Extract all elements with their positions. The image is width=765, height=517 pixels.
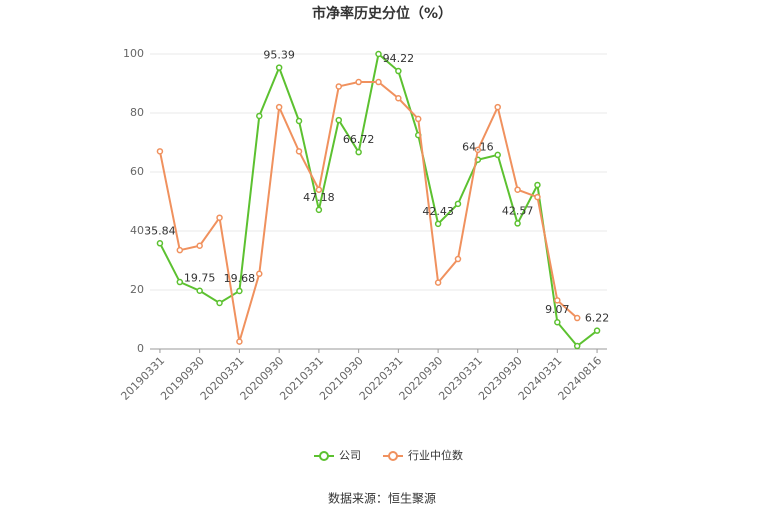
point xyxy=(514,220,521,227)
legend-label: 行业中位数 xyxy=(408,448,463,462)
point xyxy=(295,117,303,125)
point xyxy=(375,78,382,86)
point xyxy=(414,115,422,123)
point xyxy=(176,246,184,254)
point xyxy=(474,146,482,154)
legend-marker xyxy=(319,451,329,461)
legend-label: 公司 xyxy=(339,449,361,462)
series-line xyxy=(159,52,598,348)
point xyxy=(454,200,462,208)
y-tick-label: 60 xyxy=(130,165,144,178)
point xyxy=(216,214,223,221)
point xyxy=(335,116,343,124)
point xyxy=(434,279,442,286)
point xyxy=(156,240,164,247)
data-label: 9.07 xyxy=(545,303,570,316)
point xyxy=(395,67,402,75)
chart-title: 市净率历史分位（%） xyxy=(312,5,452,22)
source-note: 数据来源：恒生聚源 xyxy=(328,491,436,506)
series-line xyxy=(158,81,578,342)
y-tick-label: 40 xyxy=(130,224,144,237)
data-label: 64.16 xyxy=(462,141,494,154)
point xyxy=(315,186,323,193)
legend-marker xyxy=(388,451,398,461)
point xyxy=(494,103,501,111)
point xyxy=(335,83,343,90)
point xyxy=(514,186,521,193)
point xyxy=(534,181,541,189)
data-label: 6.22 xyxy=(585,312,610,325)
y-tick-label: 100 xyxy=(123,47,144,60)
y-tick-label: 20 xyxy=(130,283,144,296)
y-tick-label: 80 xyxy=(130,106,144,119)
point xyxy=(196,287,203,294)
point xyxy=(315,206,323,214)
data-label: 94.22 xyxy=(383,52,415,65)
x-tick-label: 20240816 xyxy=(556,354,605,403)
point xyxy=(156,148,164,155)
data-label: 35.84 xyxy=(144,224,176,237)
point xyxy=(256,112,263,120)
point xyxy=(275,64,283,71)
point xyxy=(554,318,561,326)
point xyxy=(355,148,362,156)
point xyxy=(573,314,581,322)
point xyxy=(295,148,303,155)
point xyxy=(176,278,184,286)
data-label: 19.68 xyxy=(224,272,256,285)
point xyxy=(355,78,362,86)
point xyxy=(216,299,223,307)
point xyxy=(573,342,581,350)
point xyxy=(494,151,501,159)
data-label: 42.57 xyxy=(502,204,534,217)
data-label: 66.72 xyxy=(343,133,375,146)
data-label: 19.75 xyxy=(184,272,216,285)
point xyxy=(375,50,382,58)
point xyxy=(454,255,462,263)
point xyxy=(593,327,601,334)
point xyxy=(554,297,561,304)
point xyxy=(534,193,541,201)
point xyxy=(236,287,243,295)
point xyxy=(256,270,263,278)
point xyxy=(196,242,203,249)
data-label: 42.43 xyxy=(422,205,454,218)
data-label: 47.18 xyxy=(303,191,335,204)
data-label: 95.39 xyxy=(263,49,295,62)
y-tick-label: 0 xyxy=(137,342,144,355)
point xyxy=(434,220,442,228)
point xyxy=(395,95,402,102)
point xyxy=(275,103,283,111)
point xyxy=(236,338,243,345)
